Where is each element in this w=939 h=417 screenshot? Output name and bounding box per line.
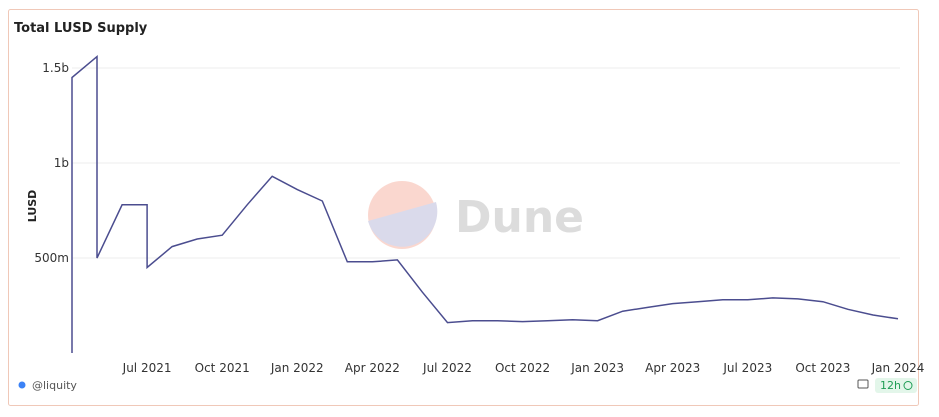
x-tick-label: Jul 2021 (122, 361, 172, 375)
x-tick-label: Oct 2021 (195, 361, 250, 375)
chart-title: Total LUSD Supply (14, 21, 148, 36)
x-tick-label: Jan 2022 (270, 361, 324, 375)
x-tick-label: Oct 2023 (795, 361, 850, 375)
y-tick-label: 1.5b (42, 61, 69, 75)
x-tick-label: Apr 2023 (645, 361, 700, 375)
x-tick-label: Oct 2022 (495, 361, 550, 375)
line (71, 54, 899, 353)
x-tick-label: Jan 2023 (570, 361, 624, 375)
x-tick-label: Apr 2022 (345, 361, 400, 375)
camera-icon[interactable] (857, 379, 869, 389)
watermark-text: Dune (455, 192, 584, 243)
x-tick-label: Jul 2022 (422, 361, 472, 375)
y-tick-label: 500m (34, 251, 69, 265)
x-tick-label: Jan 2024 (871, 361, 925, 375)
watermark: Dune (368, 181, 584, 249)
author[interactable]: @liquity (32, 379, 77, 392)
card (8, 9, 919, 406)
refresh-icon (903, 381, 913, 390)
author-icon (18, 381, 26, 389)
y-tick-label: 1b (54, 156, 69, 170)
x-tick-label: Jul 2023 (722, 361, 772, 375)
y-axis-label: LUSD (26, 190, 39, 223)
refresh-text: 12h (880, 379, 901, 392)
